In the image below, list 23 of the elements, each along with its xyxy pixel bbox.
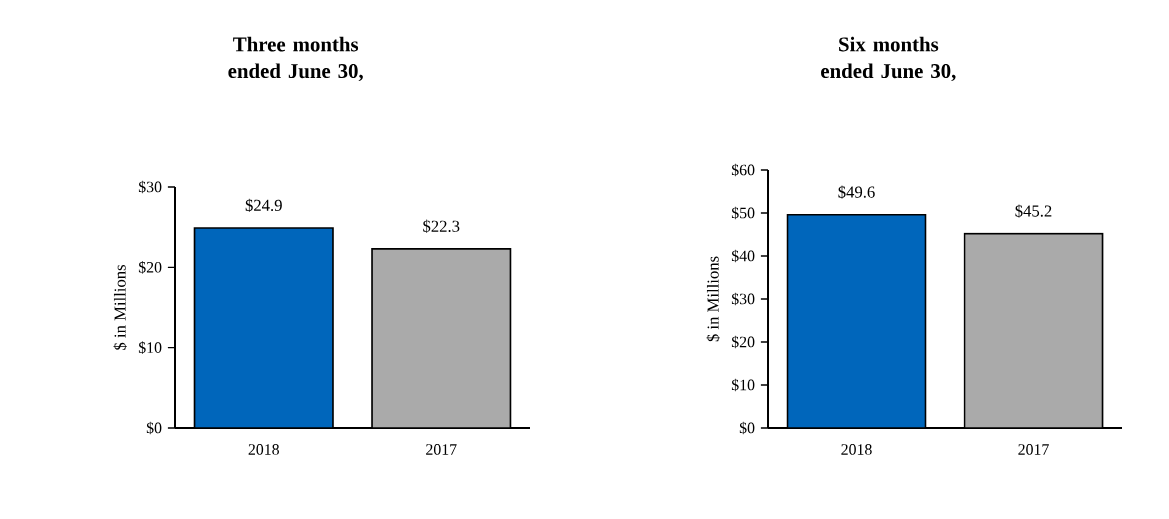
y-tick-label: $0 bbox=[739, 421, 755, 435]
y-tick-label: $20 bbox=[138, 260, 162, 274]
data-label: $24.9 bbox=[245, 198, 282, 213]
x-tick-label: 2017 bbox=[1018, 444, 1049, 455]
x-tick-label: 2018 bbox=[841, 444, 872, 455]
y-tick-label: $10 bbox=[138, 341, 162, 354]
chart-title: Three months ended June 30, bbox=[228, 36, 363, 82]
y-tick-label: $40 bbox=[731, 249, 755, 263]
y-tick-label: $30 bbox=[138, 180, 162, 194]
data-label: $22.3 bbox=[423, 219, 460, 233]
y-tick-label: $60 bbox=[731, 163, 755, 177]
y-tick-label: $30 bbox=[731, 292, 755, 306]
y-tick-label: $20 bbox=[731, 335, 755, 349]
data-label: $45.2 bbox=[1015, 204, 1052, 218]
y-axis-title: $ in Millions bbox=[706, 256, 720, 342]
data-label: $49.6 bbox=[838, 185, 875, 199]
y-tick-label: $50 bbox=[731, 206, 755, 220]
y-tick-label: $10 bbox=[731, 378, 755, 392]
y-axis-title: $ in Millions bbox=[113, 265, 127, 350]
x-tick-label: 2017 bbox=[426, 444, 457, 455]
chart-title: Six months ended June 30, bbox=[821, 36, 956, 82]
y-tick-label: $0 bbox=[146, 421, 162, 435]
x-tick-label: 2018 bbox=[248, 444, 279, 455]
